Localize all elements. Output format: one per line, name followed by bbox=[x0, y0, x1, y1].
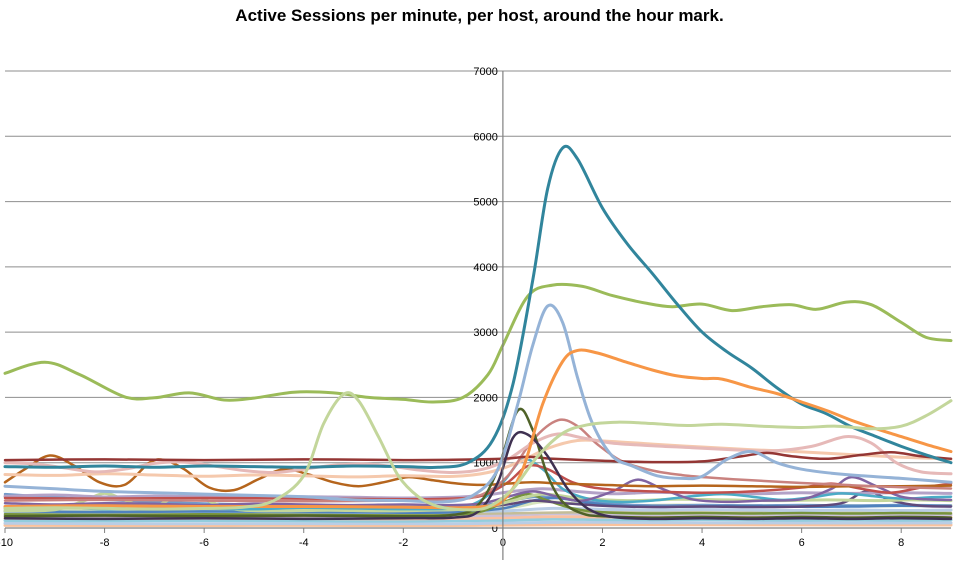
series-lightblue-bottom bbox=[3, 520, 953, 526]
series-rose-peak bbox=[3, 418, 953, 503]
x-tick-label: 4 bbox=[699, 537, 705, 549]
y-tick-label: 3000 bbox=[473, 327, 497, 339]
x-tick-label: -2 bbox=[398, 537, 408, 549]
series-pink-wavy bbox=[3, 432, 953, 476]
series-pale-teal bbox=[3, 517, 953, 523]
x-tick-label: -10 bbox=[0, 537, 13, 549]
x-tick-label: 6 bbox=[799, 537, 805, 549]
series-darkred-flat bbox=[3, 451, 953, 464]
series-purple-bumps bbox=[3, 475, 953, 507]
x-tick-label: -4 bbox=[299, 537, 309, 549]
series-teal-spike bbox=[3, 144, 953, 469]
y-tick-label: 4000 bbox=[473, 262, 497, 274]
y-tick-label: 7000 bbox=[473, 66, 497, 78]
y-tick-label: 2000 bbox=[473, 392, 497, 404]
series-darkolive-spike bbox=[3, 407, 953, 519]
x-tick-label: 8 bbox=[898, 537, 904, 549]
series-brown-wavy bbox=[3, 454, 953, 493]
x-tick-label: -8 bbox=[100, 537, 110, 549]
chart-title: Active Sessions per minute, per host, ar… bbox=[235, 6, 724, 25]
series-darkpurple-spike bbox=[3, 430, 953, 521]
series-green-high bbox=[3, 282, 953, 404]
y-tick-label: 6000 bbox=[473, 131, 497, 143]
x-tick-label: 2 bbox=[599, 537, 605, 549]
series-periwinkle-spike bbox=[3, 303, 953, 504]
y-tick-label: 5000 bbox=[473, 197, 497, 209]
series-orange-spike bbox=[3, 348, 953, 510]
series-lightgreen-rise bbox=[3, 391, 953, 512]
series-lavender-mid bbox=[3, 487, 953, 500]
y-tick-label: 0 bbox=[492, 523, 498, 535]
x-tick-label: -6 bbox=[199, 537, 209, 549]
